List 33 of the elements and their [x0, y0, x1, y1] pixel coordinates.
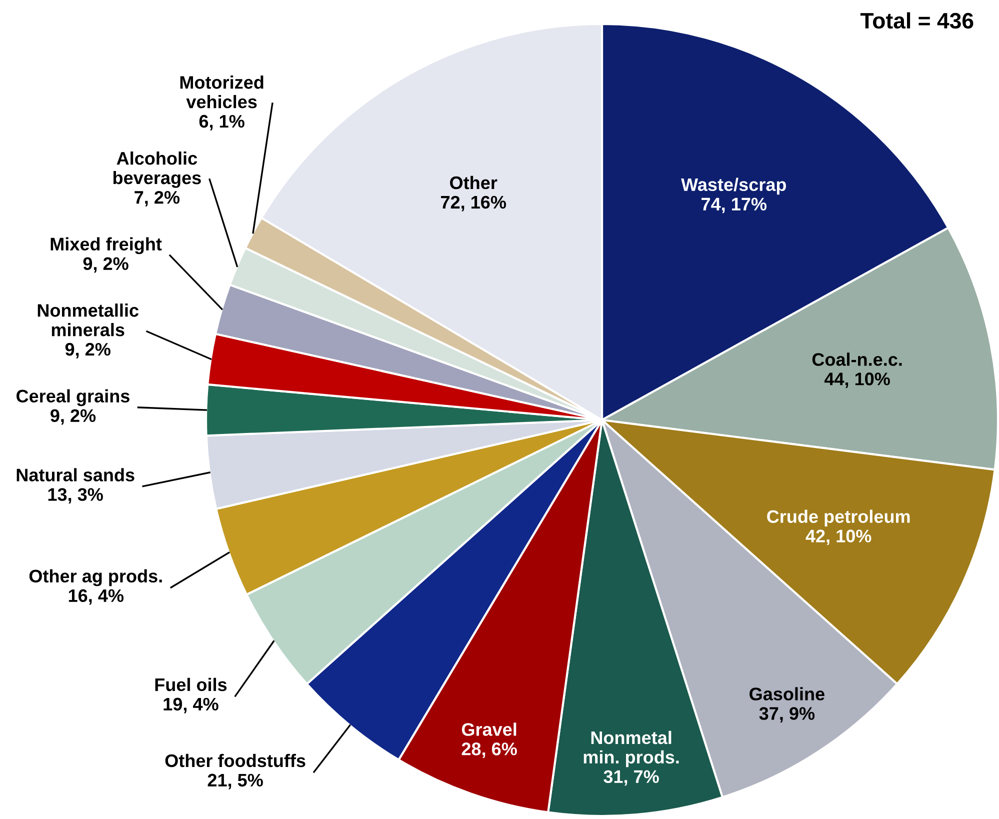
data-label: 72, 16%	[441, 196, 506, 212]
data-label: 6, 1%	[199, 114, 244, 130]
data-label: 74, 17%	[702, 198, 767, 214]
slice-label: Waste/scrap	[681, 178, 786, 195]
data-label: 44, 10%	[824, 372, 890, 388]
slice-label: Nonmetallic minerals	[38, 304, 138, 336]
slice-label: Coal-n.e.c.	[812, 352, 902, 366]
slice-label: Crude petroleum	[767, 510, 910, 527]
slice-label: Other ag prods.	[29, 569, 162, 586]
data-label: 37, 9%	[759, 707, 815, 722]
slice-label: Natural sands	[16, 468, 134, 482]
slice-label: Gravel	[462, 722, 516, 736]
data-label: 9, 2%	[83, 257, 128, 273]
slice-label: Mixed freight	[50, 237, 162, 254]
slice-label: Cereal grains	[16, 389, 130, 406]
slice-label: Nonmetal min. prods.	[584, 730, 679, 768]
data-label: 9, 2%	[65, 342, 110, 358]
slice-label: Alcoholic beverages	[113, 152, 201, 188]
slice-label: Other	[450, 176, 498, 190]
data-label: 19, 4%	[164, 698, 218, 714]
slice-label: Other foodstuffs	[165, 754, 306, 768]
data-label: 42, 10%	[806, 530, 872, 546]
data-label: 13, 3%	[48, 488, 103, 504]
data-label: 7, 2%	[134, 190, 180, 206]
data-label: 31, 7%	[604, 770, 659, 786]
data-label: 21, 5%	[208, 774, 263, 790]
slice-label: Gasoline	[750, 687, 824, 700]
slice-label: Fuel oils	[155, 678, 227, 692]
chart-title: Total = 436	[860, 12, 974, 29]
data-label: 9, 2%	[50, 409, 96, 425]
slice-label: Motorized vehicles	[180, 76, 264, 108]
data-label: 28, 6%	[462, 742, 517, 758]
data-label: 16, 4%	[68, 589, 124, 605]
